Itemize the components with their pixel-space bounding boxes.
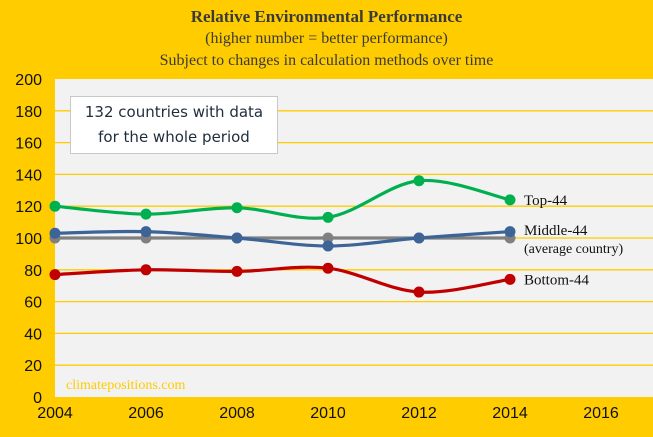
y-tick-label: 20 bbox=[24, 358, 42, 375]
series-label-bottom-44: Bottom-44 bbox=[524, 272, 590, 288]
annotation-box: 132 countries with data for the whole pe… bbox=[70, 96, 278, 154]
data-point-middle-44 bbox=[49, 227, 61, 239]
series-label-middle-44: Middle-44 bbox=[524, 223, 588, 239]
series-line-top-44 bbox=[54, 178, 511, 220]
watermark: climatepositions.com bbox=[66, 378, 185, 393]
chart-subtitle-2: Subject to changes in calculation method… bbox=[159, 52, 494, 69]
data-point-top-44 bbox=[49, 200, 61, 212]
y-tick-label: 200 bbox=[15, 72, 42, 89]
data-point-top-44 bbox=[322, 211, 334, 223]
series-line-bottom-44 bbox=[54, 265, 511, 294]
data-point-top-44 bbox=[231, 202, 243, 214]
data-point-middle-44 bbox=[231, 232, 243, 244]
x-tick-label: 2012 bbox=[401, 405, 437, 422]
data-point-bottom-44 bbox=[49, 269, 61, 281]
data-point-bottom-44 bbox=[413, 286, 425, 298]
annotation-line-1: 132 countries with data bbox=[84, 103, 264, 121]
y-tick-label: 40 bbox=[24, 326, 42, 343]
x-tick-label: 2016 bbox=[583, 405, 619, 422]
x-tick-label: 2004 bbox=[37, 405, 73, 422]
y-tick-label: 0 bbox=[33, 390, 42, 407]
annotation-line-2: for the whole period bbox=[98, 128, 250, 146]
y-tick-label: 80 bbox=[24, 263, 42, 280]
series-label-average-country: (average country) bbox=[524, 242, 623, 257]
x-tick-label: 2008 bbox=[219, 405, 255, 422]
y-tick-label: 180 bbox=[15, 104, 42, 121]
chart-subtitle: (higher number = better performance) bbox=[205, 30, 448, 47]
data-point-middle-44 bbox=[504, 226, 516, 238]
data-point-middle-44 bbox=[322, 240, 334, 252]
data-point-top-44 bbox=[413, 175, 425, 187]
y-tick-label: 100 bbox=[15, 231, 42, 248]
data-point-bottom-44 bbox=[140, 264, 152, 276]
data-point-top-44 bbox=[140, 208, 152, 220]
x-tick-label: 2010 bbox=[310, 405, 346, 422]
data-point-bottom-44 bbox=[322, 262, 334, 274]
x-tick-label: 2006 bbox=[128, 405, 164, 422]
y-tick-label: 140 bbox=[15, 167, 42, 184]
y-tick-label: 160 bbox=[15, 136, 42, 153]
series-label-top-44: Top-44 bbox=[524, 193, 568, 209]
data-point-middle-44 bbox=[140, 226, 152, 238]
series-line-middle-44 bbox=[54, 229, 511, 248]
data-point-middle-44 bbox=[413, 232, 425, 244]
data-point-bottom-44 bbox=[231, 265, 243, 277]
x-tick-label: 2014 bbox=[492, 405, 528, 422]
data-point-average bbox=[322, 232, 334, 244]
chart-title: Relative Environmental Performance bbox=[190, 7, 463, 26]
y-tick-label: 120 bbox=[15, 199, 42, 216]
data-point-top-44 bbox=[504, 194, 516, 206]
data-point-bottom-44 bbox=[504, 273, 516, 285]
y-tick-label: 60 bbox=[24, 295, 42, 312]
